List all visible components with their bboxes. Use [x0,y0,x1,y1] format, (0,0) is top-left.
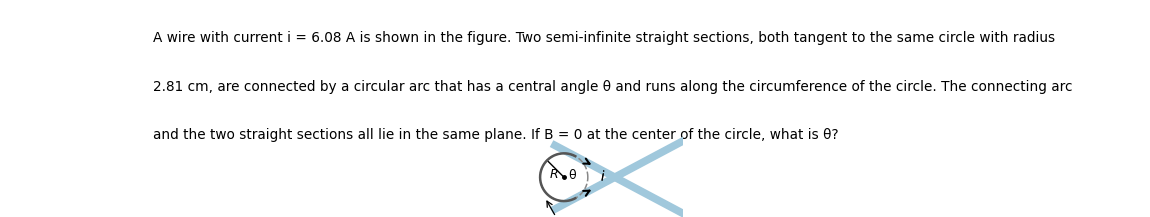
Text: and the two straight sections all lie in the same plane. If B = 0 at the center : and the two straight sections all lie in… [153,128,838,142]
Text: A wire with current i = 6.08 A is shown in the figure. Two semi-infinite straigh: A wire with current i = 6.08 A is shown … [153,31,1055,45]
Text: i: i [600,171,604,184]
Text: θ: θ [568,169,576,182]
Text: R: R [550,168,559,181]
Text: 2.81 cm, are connected by a circular arc that has a central angle θ and runs alo: 2.81 cm, are connected by a circular arc… [153,79,1072,94]
Text: i: i [600,170,604,183]
